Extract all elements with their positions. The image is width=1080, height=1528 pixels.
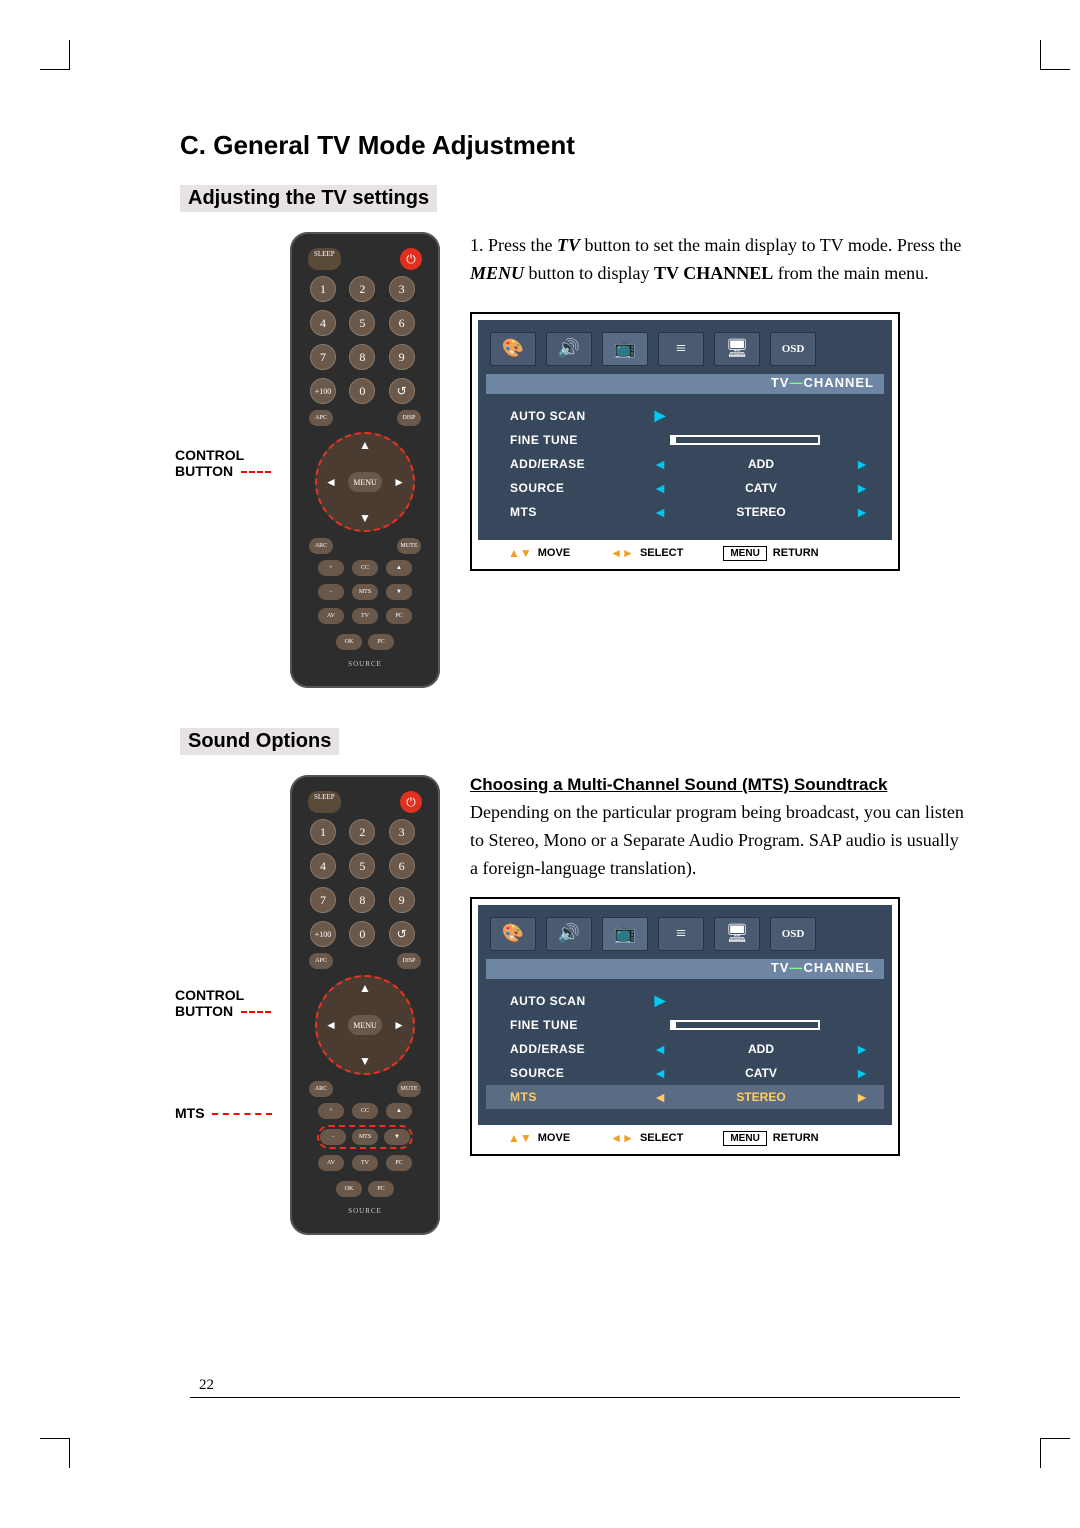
- tab-icon-osd: OSD: [770, 332, 816, 366]
- num-4: 4: [310, 310, 336, 336]
- osd-title: TV—CHANNEL: [771, 375, 874, 390]
- mute-button: MUTE: [397, 538, 421, 554]
- num-6: 6: [389, 310, 415, 336]
- crop-mark: [1040, 1438, 1070, 1468]
- crop-mark: [40, 1438, 70, 1468]
- remote-column: CONTROL BUTTON SLEEP ⏻ 1 2 3 4 5 6 7 8: [180, 232, 440, 688]
- tab-icon-tv: 📺: [602, 332, 648, 366]
- dpad-right: ►: [393, 475, 405, 490]
- num-0: 0: [349, 378, 375, 404]
- osd-row-mts: MTS ◄STEREO►: [510, 500, 872, 524]
- num-8: 8: [349, 344, 375, 370]
- osd-title-bar: TV—CHANNEL: [486, 374, 884, 394]
- section-1-block: CONTROL BUTTON SLEEP ⏻ 1 2 3 4 5 6 7 8: [180, 232, 970, 688]
- mts-row-highlight: − MTS ▼: [317, 1125, 413, 1149]
- osd-tabs: 🎨 🔊 📺 ≡ 🖥 OSD: [486, 326, 884, 372]
- num-3: 3: [389, 276, 415, 302]
- disp-button: DISP: [397, 410, 421, 426]
- remote-control-illustration-2: SLEEP ⏻ 1 2 3 4 5 6 7 8 9 +100 0 ↺: [290, 775, 440, 1235]
- slider: [670, 435, 820, 445]
- dpad-ring: ▲ ▼ ◄ ► MENU: [315, 975, 415, 1075]
- osd-row-autoscan: AUTO SCAN ▶: [510, 404, 872, 428]
- osd-menu-screenshot-2: 🎨 🔊 📺 ≡ 🖥 OSD TV—CHANNEL: [470, 897, 900, 1156]
- text-column: 1. Press the TV button to set the main d…: [470, 232, 970, 688]
- tab-icon-pc: 🖥: [714, 332, 760, 366]
- osd-menu-screenshot-1: 🎨 🔊 📺 ≡ 🖥 OSD TV—CHANNEL: [470, 312, 900, 571]
- mts-subheading: Choosing a Multi-Channel Sound (MTS) Sou…: [470, 775, 970, 795]
- page-number: 22: [195, 1377, 218, 1394]
- remote-column-2: CONTROL BUTTON MTS SLEEP ⏻ 1 2 3 4 5: [180, 775, 440, 1235]
- osd-footer: ▲▼MOVE ◄►SELECT MENURETURN: [478, 540, 892, 563]
- num-5: 5: [349, 310, 375, 336]
- osd-row-adderase: ADD/ERASE ◄ADD►: [510, 452, 872, 476]
- tab-icon-list: ≡: [658, 332, 704, 366]
- power-button: ⏻: [400, 791, 422, 813]
- tab-icon-color: 🎨: [490, 332, 536, 366]
- sleep-button: SLEEP: [308, 791, 341, 813]
- menu-button: MENU: [348, 472, 382, 492]
- osd-row-finetune: FINE TUNE: [510, 428, 872, 452]
- dpad-down: ▼: [359, 511, 371, 526]
- bottom-buttons: + CC ▲ − MTS ▼ AV TV PC: [318, 560, 412, 624]
- section-title: C. General TV Mode Adjustment: [180, 130, 970, 161]
- number-pad: 1 2 3 4 5 6 7 8 9 +100 0 ↺: [310, 819, 420, 947]
- num-1: 1: [310, 276, 336, 302]
- subsection-heading-2: Sound Options: [180, 728, 339, 755]
- power-button: ⏻: [400, 248, 422, 270]
- sleep-button: SLEEP: [308, 248, 341, 270]
- callout-control-button-2: CONTROL BUTTON: [175, 987, 285, 1019]
- crop-mark: [1040, 40, 1070, 70]
- remote-control-illustration: SLEEP ⏻ 1 2 3 4 5 6 7 8 9 +100 0 ↺: [290, 232, 440, 688]
- dpad-ring: ▲ ▼ ◄ ► MENU: [315, 432, 415, 532]
- osd-row-mts-highlighted: MTS ◄STEREO►: [486, 1085, 884, 1109]
- number-pad: 1 2 3 4 5 6 7 8 9 +100 0 ↺: [310, 276, 420, 404]
- footer-rule: [190, 1397, 960, 1398]
- callout-mts: MTS: [175, 1105, 285, 1121]
- ok-pc-row: OK PC: [333, 630, 397, 654]
- callout-control-button: CONTROL BUTTON: [175, 447, 285, 479]
- crop-mark: [40, 40, 70, 70]
- num-9: 9: [389, 344, 415, 370]
- step-1-text: 1. Press the TV button to set the main d…: [470, 232, 970, 288]
- page: C. General TV Mode Adjustment Adjusting …: [120, 0, 970, 1528]
- source-label: SOURCE: [348, 660, 382, 668]
- subsection-heading: Adjusting the TV settings: [180, 185, 437, 212]
- num-plus100: +100: [310, 378, 336, 404]
- num-2: 2: [349, 276, 375, 302]
- num-recall: ↺: [389, 378, 415, 404]
- mts-body: Depending on the particular program bein…: [470, 799, 970, 883]
- osd-row-source: SOURCE ◄CATV►: [510, 476, 872, 500]
- tab-icon-audio: 🔊: [546, 332, 592, 366]
- num-7: 7: [310, 344, 336, 370]
- dpad-left: ◄: [325, 475, 337, 490]
- osd-rows: AUTO SCAN ▶ FINE TUNE ADD/ERASE ◄ADD►: [486, 394, 884, 530]
- arc-button: ARC: [309, 538, 333, 554]
- text-column-2: Choosing a Multi-Channel Sound (MTS) Sou…: [470, 775, 970, 1235]
- dpad-up: ▲: [359, 438, 371, 453]
- apc-button: APC: [309, 410, 333, 426]
- section-2-block: CONTROL BUTTON MTS SLEEP ⏻ 1 2 3 4 5: [180, 775, 970, 1235]
